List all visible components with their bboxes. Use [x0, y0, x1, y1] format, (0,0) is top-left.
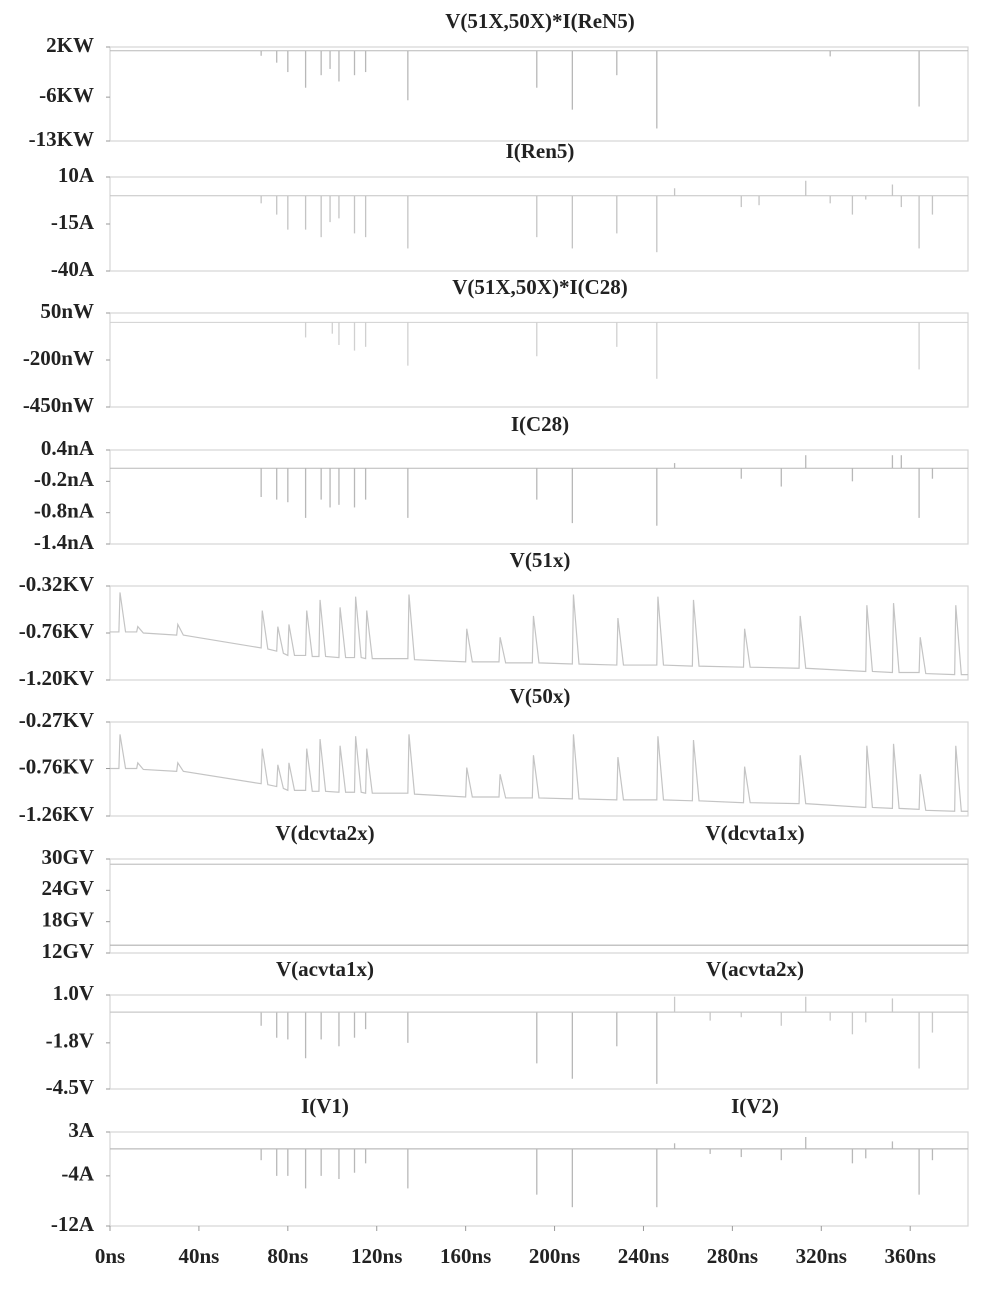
- series-label: V(51x): [510, 548, 571, 572]
- series-label: V(dcvta2x): [275, 821, 374, 845]
- y-tick-label: -0.76KV: [19, 754, 94, 778]
- x-tick-label: 40ns: [178, 1244, 219, 1268]
- series-label: I(Ren5): [506, 139, 575, 163]
- y-tick-label: -0.2nA: [34, 467, 95, 491]
- y-tick-label: 3A: [68, 1118, 95, 1142]
- x-tick-label: 240ns: [618, 1244, 669, 1268]
- series-label: I(V2): [731, 1094, 779, 1118]
- y-tick-label: -1.20KV: [19, 666, 94, 690]
- x-tick-label: 160ns: [440, 1244, 491, 1268]
- y-tick-label: -0.8nA: [34, 498, 95, 522]
- x-tick-label: 200ns: [529, 1244, 580, 1268]
- y-tick-label: -0.27KV: [19, 708, 94, 732]
- y-tick-label: 18GV: [42, 907, 95, 931]
- series-label: V(acvta2x): [706, 957, 804, 981]
- y-tick-label: -1.8V: [46, 1029, 94, 1053]
- series-label: V(50x): [510, 684, 571, 708]
- series-label: V(51X,50X)*I(C28): [452, 275, 628, 299]
- plot-frame: [109, 585, 969, 681]
- y-tick-label: -450nW: [23, 393, 94, 417]
- series-label: V(acvta1x): [276, 957, 374, 981]
- x-tick-label: 360ns: [885, 1244, 936, 1268]
- y-tick-label: -4A: [61, 1162, 94, 1186]
- series-label: I(C28): [511, 412, 569, 436]
- x-tick-label: 120ns: [351, 1244, 402, 1268]
- trace: [110, 592, 968, 676]
- y-tick-label: -6KW: [39, 83, 94, 107]
- y-tick-label: -40A: [51, 257, 95, 281]
- plot-frame: [109, 176, 969, 272]
- plot-frame: [109, 721, 969, 817]
- trace: [110, 734, 968, 812]
- plot-frame: [109, 994, 969, 1090]
- y-tick-label: -13KW: [29, 127, 94, 151]
- x-tick-label: 80ns: [267, 1244, 308, 1268]
- x-tick-label: 320ns: [796, 1244, 847, 1268]
- series-label: V(51X,50X)*I(ReN5): [445, 9, 635, 33]
- y-tick-label: 1.0V: [53, 981, 94, 1005]
- plot-frame: [109, 46, 969, 142]
- y-tick-label: 2KW: [46, 33, 94, 57]
- y-tick-label: 24GV: [42, 876, 95, 900]
- y-tick-label: -0.32KV: [19, 572, 94, 596]
- y-tick-label: 12GV: [42, 939, 95, 963]
- plot-frame: [109, 858, 969, 954]
- plot-frame: [109, 449, 969, 545]
- x-tick-label: 0ns: [95, 1244, 125, 1268]
- y-tick-label: 30GV: [42, 845, 95, 869]
- y-tick-label: -200nW: [23, 346, 94, 370]
- y-tick-label: -0.76KV: [19, 619, 94, 643]
- y-tick-label: -4.5V: [46, 1075, 94, 1099]
- series-label: V(dcvta1x): [705, 821, 804, 845]
- series-label: I(V1): [301, 1094, 349, 1118]
- y-tick-label: 50nW: [40, 299, 94, 323]
- y-tick-label: -12A: [51, 1212, 95, 1236]
- y-tick-label: -1.4nA: [34, 530, 95, 554]
- y-tick-label: 0.4nA: [41, 436, 95, 460]
- plot-frame: [109, 1131, 969, 1227]
- y-tick-label: -1.26KV: [19, 802, 94, 826]
- plot-frame: [109, 312, 969, 408]
- x-tick-label: 280ns: [707, 1244, 758, 1268]
- y-tick-label: 10A: [58, 163, 95, 187]
- y-tick-label: -15A: [51, 210, 95, 234]
